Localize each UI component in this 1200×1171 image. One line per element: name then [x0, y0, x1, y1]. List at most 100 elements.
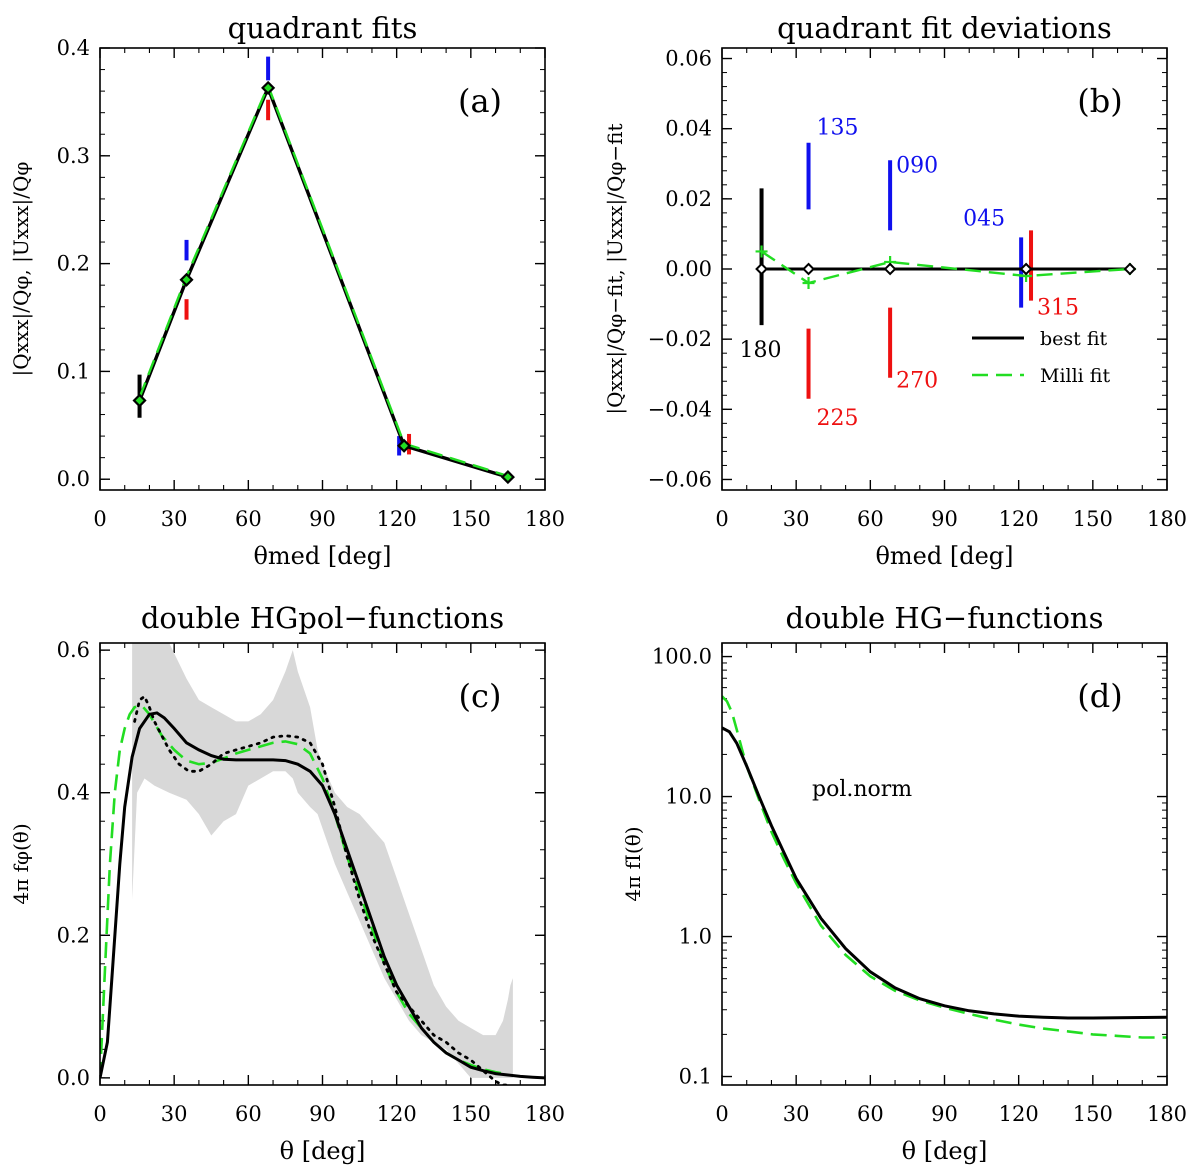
x-tick-label: 90 [931, 1102, 958, 1126]
plot-area [722, 695, 1167, 1039]
milli-point [755, 245, 768, 258]
y-tick-label: 0.00 [665, 257, 712, 281]
legend-milli-fit-label: Milli fit [1040, 365, 1110, 387]
x-tick-label: 60 [857, 1102, 884, 1126]
x-tick-label: 0 [715, 1102, 728, 1126]
annotation-pol-norm: pol.norm [812, 777, 912, 802]
x-tick-label: 0 [93, 1102, 106, 1126]
panel-b: 0 30 60 90 120 150 180 −0.06 −0.04 −0.02 0.00 0.02 0… [603, 11, 1187, 570]
x-tick-label: 60 [235, 507, 262, 531]
y-tick-label: 0.4 [57, 781, 90, 805]
x-tick-label: 90 [309, 1102, 336, 1126]
panel-label: (c) [459, 677, 502, 715]
y-tick-label: 0.0 [57, 1066, 90, 1090]
y-tick-label: 100.0 [652, 645, 712, 669]
y-tick-label: 0.1 [57, 359, 90, 383]
plot-frame [99, 47, 546, 491]
y-tick-label: 0.04 [665, 117, 712, 141]
legend-best-fit-label: best fit [1040, 328, 1108, 350]
y-axis-label: |Qxxx|/Qφ−fit, |Uxxx|/Qφ−fit [603, 123, 628, 414]
y-axis-label: 4π fφ(θ) [9, 823, 33, 904]
x-tick-label: 180 [1147, 507, 1187, 531]
plot-frame [99, 642, 546, 1086]
plot-area [132, 56, 515, 485]
panel-title: double HG−functions [786, 601, 1104, 635]
y-tick-label: 0.02 [665, 187, 712, 211]
x-tick-label: 90 [309, 507, 336, 531]
x-tick-label: 60 [235, 1102, 262, 1126]
error-bar-label: 270 [896, 369, 938, 394]
x-tick-label: 150 [1073, 507, 1113, 531]
x-axis-label: θ [deg] [902, 1137, 988, 1165]
x-tick-label: 0 [93, 507, 106, 531]
series-best-fit-line [138, 83, 509, 479]
y-tick-label: 0.1 [679, 1065, 712, 1089]
data-point [500, 470, 515, 485]
error-bar-label: 135 [817, 116, 859, 141]
panel-a: 0 30 60 90 120 150 180 0.0 0.1 0.2 0.3 0.4 (a) θmed [… [9, 11, 565, 570]
data-point [132, 393, 147, 408]
panel-label: (d) [1077, 677, 1122, 715]
error-bar-label: 180 [740, 338, 782, 363]
x-tick-label: 30 [783, 507, 810, 531]
data-point [397, 438, 412, 453]
data-point [883, 262, 897, 276]
y-tick-label: −0.02 [648, 327, 712, 351]
panel-title: quadrant fit deviations [777, 11, 1112, 45]
x-tick-label: 120 [377, 507, 417, 531]
y-tick-label: 0.0 [57, 467, 90, 491]
y-axis-label: |Qxxx|/Qφ, |Uxxx|/Qφ [9, 162, 34, 377]
x-axis-label: θmed [deg] [253, 542, 391, 570]
series-milli-fit-line [760, 250, 1130, 285]
plot-frame [721, 47, 1168, 491]
milli-point [802, 277, 815, 290]
series-best-fit-line [722, 726, 1167, 1020]
legend: best fit Milli fit [972, 328, 1110, 387]
data-point [755, 262, 768, 276]
plot-frame [721, 642, 1168, 1086]
y-tick-label: 0.2 [57, 252, 90, 276]
panel-title: quadrant fits [228, 11, 418, 45]
error-bar-label: 315 [1037, 296, 1079, 321]
y-tick-label: −0.04 [648, 397, 712, 421]
x-tick-label: 150 [451, 507, 491, 531]
y-tick-label: 0.6 [57, 638, 90, 662]
panel-title: double HGpol−functions [141, 601, 504, 635]
x-tick-label: 90 [931, 507, 958, 531]
plot-area [755, 142, 1137, 399]
error-bar-label: 225 [817, 406, 859, 431]
data-point [179, 272, 194, 287]
y-tick-label: −0.06 [648, 467, 712, 491]
series-milli-fit-line [722, 695, 1167, 1039]
x-tick-label: 60 [857, 507, 884, 531]
x-tick-label: 180 [1147, 1102, 1187, 1126]
x-tick-label: 120 [377, 1102, 417, 1126]
x-tick-label: 180 [525, 1102, 565, 1126]
series-milli-fit-line [138, 82, 509, 478]
x-tick-label: 120 [999, 1102, 1039, 1126]
error-bar-label: 045 [963, 206, 1005, 231]
x-tick-label: 180 [525, 507, 565, 531]
x-tick-label: 120 [999, 507, 1039, 531]
plot-area [100, 643, 545, 1085]
data-point [802, 262, 815, 276]
y-tick-label: 0.3 [57, 144, 90, 168]
y-tick-label: 0.06 [665, 47, 712, 71]
y-axis-label: 4π fI(θ) [621, 826, 645, 901]
y-tick-label: 10.0 [665, 785, 712, 809]
x-axis-label: θmed [deg] [875, 542, 1013, 570]
x-tick-label: 30 [161, 507, 188, 531]
series-data-dotted-line [133, 694, 510, 1085]
y-tick-label: 0.4 [57, 36, 90, 60]
panel-label: (b) [1077, 82, 1122, 120]
uncertainty-band [132, 643, 513, 1078]
x-tick-label: 150 [451, 1102, 491, 1126]
x-tick-label: 30 [161, 1102, 188, 1126]
x-axis-label: θ [deg] [280, 1137, 366, 1165]
data-point [1123, 262, 1137, 276]
data-point [1019, 262, 1033, 276]
data-point [261, 80, 276, 95]
y-tick-label: 1.0 [679, 925, 712, 949]
error-bar-label: 090 [896, 153, 938, 178]
